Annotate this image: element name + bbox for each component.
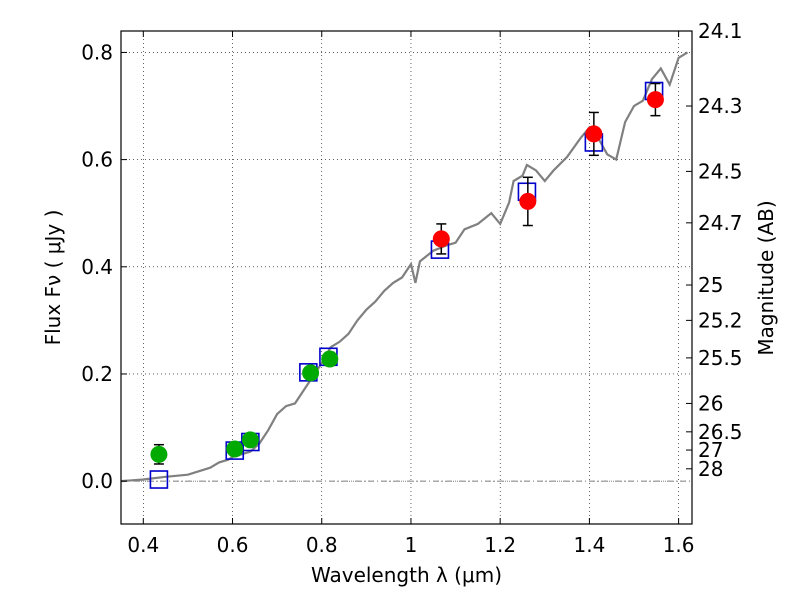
x-tick-label: 1.2 (484, 533, 516, 557)
grid-layer (121, 31, 692, 524)
magnitude-tick-label: 25.2 (698, 308, 743, 332)
y-axis-title: Flux Fν ( μJy ) (41, 210, 65, 346)
observed-flux-point (150, 445, 168, 463)
plot-frame (120, 30, 693, 525)
magnitude-tick-label: 24.5 (698, 159, 743, 183)
x-tick-label: 0.4 (127, 533, 159, 557)
observed-flux-point (302, 364, 320, 382)
y-tick-label: 0.0 (81, 469, 113, 493)
x-tick-label: 0.6 (217, 533, 249, 557)
y-tick-label: 0.6 (81, 148, 113, 172)
observed-flux-point (585, 125, 603, 143)
magnitude-tick-label: 26.5 (698, 420, 743, 444)
observed-flux-point (241, 431, 259, 449)
x-tick-label: 1 (405, 533, 418, 557)
magnitude-tick-label: 24.3 (698, 94, 743, 118)
tick-layer: 0.4 0.6 0.8 1 1.2 1.4 1.6 0.0 0.2 0.4 0.6 0.8 24.1 24… (81, 19, 742, 557)
observed-flux-point (432, 230, 450, 248)
y-tick-label: 0.2 (81, 362, 113, 386)
observed-flux-point (646, 91, 664, 109)
x-tick-label: 1.4 (573, 533, 605, 557)
model-photometry-square (149, 470, 169, 489)
data-marker-layer (149, 81, 664, 489)
magnitude-tick-label: 27 (698, 438, 723, 462)
magnitude-tick-label: 25.5 (698, 346, 743, 370)
x-tick-label: 0.8 (306, 533, 338, 557)
x-tick-label: 1.6 (663, 533, 695, 557)
y-tick-label: 0.4 (81, 255, 113, 279)
magnitude-axis-title: Magnitude (AB) (754, 200, 778, 355)
magnitude-tick-label: 24.1 (698, 19, 743, 43)
magnitude-tick-label: 24.7 (698, 211, 743, 235)
x-axis-title: Wavelength λ (μm) (311, 563, 502, 587)
observed-flux-point (321, 350, 339, 368)
magnitude-tick-label: 28 (698, 457, 723, 481)
observed-flux-point (226, 440, 244, 458)
magnitude-tick-label: 25 (698, 273, 723, 297)
magnitude-tick-label: 26 (698, 391, 723, 415)
observed-flux-point (519, 192, 537, 210)
y-tick-label: 0.8 (81, 40, 113, 64)
